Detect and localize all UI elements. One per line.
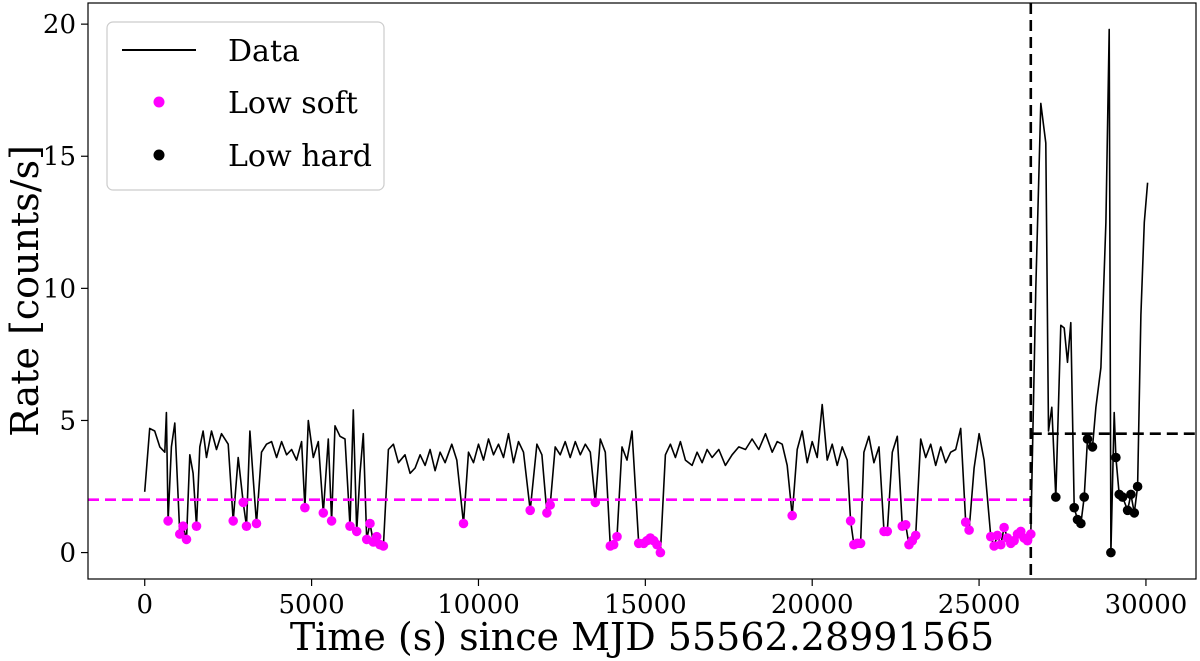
marker-low-hard bbox=[1087, 442, 1098, 452]
marker-low-soft bbox=[542, 508, 552, 518]
marker-low-soft bbox=[910, 530, 921, 541]
marker-low-soft bbox=[882, 526, 893, 537]
y-axis-label: Rate [counts/s] bbox=[3, 145, 47, 437]
marker-low-hard bbox=[1129, 508, 1140, 518]
legend-low-hard-swatch bbox=[153, 149, 165, 161]
marker-low-soft bbox=[238, 497, 248, 508]
marker-low-soft bbox=[241, 521, 252, 531]
x-tick-label: 25000 bbox=[938, 590, 1021, 620]
x-tick-label: 5000 bbox=[279, 590, 345, 620]
marker-low-soft bbox=[655, 547, 666, 558]
marker-low-soft bbox=[855, 538, 866, 549]
y-tick-label: 20 bbox=[43, 10, 76, 40]
y-tick-label: 10 bbox=[43, 274, 76, 304]
marker-low-soft bbox=[960, 517, 971, 527]
marker-low-soft bbox=[992, 530, 1003, 541]
plot-frame bbox=[87, 2, 1197, 580]
marker-low-soft bbox=[175, 529, 185, 539]
legend-data-label: Data bbox=[228, 34, 300, 69]
marker-low-soft bbox=[1026, 529, 1036, 539]
marker-low-soft bbox=[964, 525, 974, 535]
marker-low-soft bbox=[351, 526, 362, 537]
marker-low-soft bbox=[371, 531, 382, 542]
legend-low-soft-label: Low soft bbox=[228, 86, 358, 121]
marker-low-soft bbox=[845, 516, 856, 526]
x-tick-label: 15000 bbox=[604, 590, 687, 620]
marker-low-soft bbox=[996, 539, 1006, 550]
marker-low-soft bbox=[251, 518, 262, 529]
x-tick-label: 30000 bbox=[1105, 590, 1188, 620]
marker-low-soft bbox=[365, 518, 375, 529]
x-tick-label: 0 bbox=[136, 590, 153, 620]
marker-low-hard bbox=[1111, 452, 1121, 463]
marker-low-hard bbox=[1079, 492, 1089, 502]
marker-low-soft bbox=[181, 534, 192, 545]
marker-low-soft bbox=[345, 521, 355, 531]
y-tick-label: 0 bbox=[59, 539, 76, 569]
x-tick-label: 10000 bbox=[437, 590, 520, 620]
legend-low-soft-swatch bbox=[153, 96, 165, 108]
marker-low-soft bbox=[318, 508, 329, 518]
y-tick-label: 15 bbox=[43, 142, 76, 172]
marker-low-soft bbox=[900, 520, 911, 530]
x-tick-label: 20000 bbox=[771, 590, 854, 620]
marker-low-hard bbox=[1069, 502, 1079, 513]
marker-low-soft bbox=[652, 539, 662, 550]
marker-low-soft bbox=[326, 516, 337, 526]
x-axis-label: Time (s) since MJD 55562.28991565 bbox=[290, 615, 994, 659]
marker-low-soft bbox=[228, 516, 238, 526]
marker-low-soft bbox=[378, 541, 389, 551]
legend-low-hard-label: Low hard bbox=[228, 139, 372, 174]
marker-low-soft bbox=[191, 521, 202, 531]
marker-low-soft bbox=[590, 497, 601, 508]
marker-low-soft bbox=[458, 518, 469, 529]
legend-box bbox=[106, 21, 385, 191]
markers bbox=[163, 434, 1143, 558]
marker-low-hard bbox=[1076, 518, 1086, 529]
marker-low-soft bbox=[787, 510, 797, 521]
marker-low-soft bbox=[612, 531, 622, 542]
marker-low-hard bbox=[1106, 547, 1116, 558]
marker-low-hard bbox=[1051, 492, 1061, 502]
legend: Data Low soft Low hard bbox=[106, 21, 385, 191]
marker-low-soft bbox=[300, 502, 310, 513]
marker-low-soft bbox=[178, 521, 188, 531]
marker-low-soft bbox=[608, 539, 619, 550]
marker-low-soft bbox=[999, 522, 1009, 533]
marker-low-hard bbox=[1082, 434, 1093, 444]
marker-low-hard bbox=[1126, 489, 1136, 500]
marker-low-soft bbox=[545, 500, 555, 510]
marker-low-hard bbox=[1117, 492, 1128, 502]
axis-ticks: 0 5000 10000 15000 20000 25000 30000 0 5 10 15 20 bbox=[43, 10, 1187, 620]
marker-low-soft bbox=[525, 505, 535, 516]
y-tick-label: 5 bbox=[59, 406, 76, 436]
marker-low-hard bbox=[1132, 481, 1143, 492]
marker-low-soft bbox=[163, 516, 173, 526]
